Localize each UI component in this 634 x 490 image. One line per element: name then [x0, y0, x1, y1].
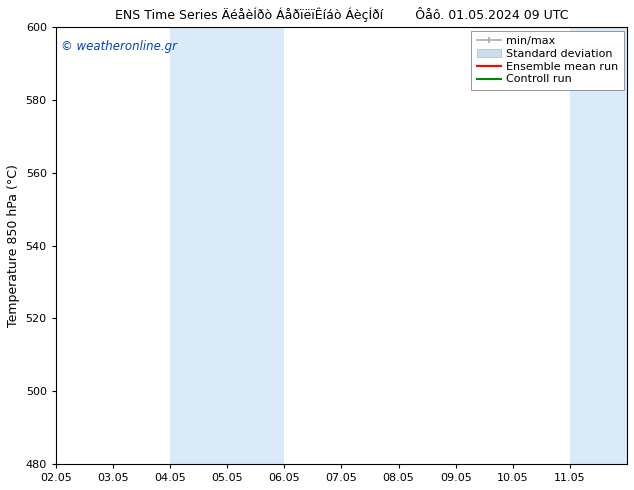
Bar	[570, 27, 627, 464]
Bar	[170, 27, 284, 464]
Y-axis label: Temperature 850 hPa (°C): Temperature 850 hPa (°C)	[7, 164, 20, 327]
Title: ENS Time Series ÄéåèÍðò ÁåðïëïÊíáò ÁèçÍðí        Ôåô. 01.05.2024 09 UTC: ENS Time Series ÄéåèÍðò ÁåðïëïÊíáò ÁèçÍð…	[115, 7, 568, 22]
Legend: min/max, Standard deviation, Ensemble mean run, Controll run: min/max, Standard deviation, Ensemble me…	[472, 30, 624, 90]
Text: © weatheronline.gr: © weatheronline.gr	[61, 40, 178, 53]
